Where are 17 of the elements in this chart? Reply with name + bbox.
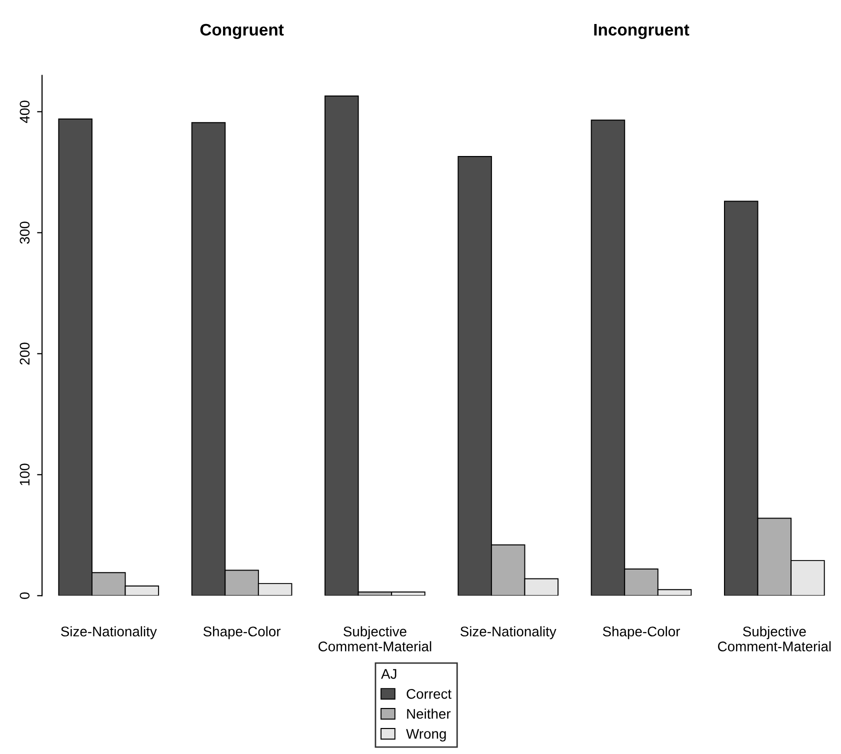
text: Congruent [200,24,284,39]
x-tick-label: Shape-Color [602,626,680,640]
y-tick-label: 400 [20,100,30,123]
legend-label: Correct [406,688,452,699]
x-tick-label: Subjective Comment-Material [318,626,432,652]
x-tick-label: Shape-Color [203,626,281,640]
x-tick-label: Size-Nationality [61,626,157,640]
y-tick-label: 300 [20,222,30,244]
x-tick-label: Size-Nationality [460,626,556,640]
text: Incongruent [594,24,690,39]
y-tick-label: 100 [20,464,30,486]
legend-label: Wrong [406,729,446,742]
y-tick-label: 0 [20,592,30,599]
y-tick-label: 200 [20,342,30,365]
legend-label: Neither [407,708,451,719]
legend-title: AJ [381,669,396,679]
x-tick-label: Subjective Comment-Material [718,626,831,652]
